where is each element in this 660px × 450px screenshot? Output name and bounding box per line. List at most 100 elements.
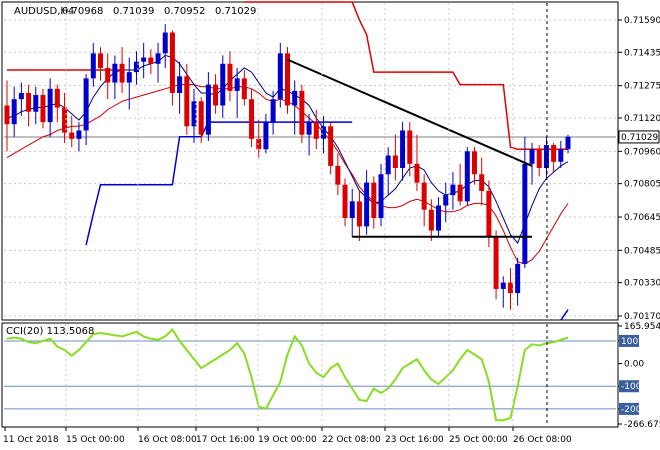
trendline xyxy=(287,58,533,167)
price-grid xyxy=(4,19,616,317)
candle-body xyxy=(277,53,283,100)
candle-body xyxy=(105,67,111,83)
candle-body xyxy=(479,174,485,191)
ohlc-open: 0.70968 xyxy=(62,6,103,17)
candle-body xyxy=(292,90,298,106)
candle-body xyxy=(522,163,528,264)
candle-body xyxy=(558,149,564,162)
candle-body xyxy=(4,105,10,125)
cci-tick-label: -200 xyxy=(621,405,642,415)
last-price-label: 0.71029 xyxy=(621,133,658,143)
candle-body xyxy=(565,136,571,150)
candle-body xyxy=(371,182,377,219)
cci-series-line xyxy=(6,328,569,422)
candle-body xyxy=(169,32,175,93)
cci-title: CCI(20) 113.5068 xyxy=(6,326,94,337)
cci-level-box xyxy=(619,380,639,393)
candle-body xyxy=(184,76,190,127)
price-tick-label: 0.70960 xyxy=(624,147,660,157)
chart-title: AUDUSD,H4 xyxy=(14,6,74,17)
candle-body xyxy=(443,195,449,206)
candle-body xyxy=(241,78,247,100)
candle-body xyxy=(47,88,53,123)
candle-body xyxy=(90,53,96,79)
candle-body xyxy=(76,130,82,139)
price-axis: 0.71590 0.71435 0.71275 0.71120 0.70960 0.708… xyxy=(618,16,660,322)
candle-body xyxy=(205,84,211,135)
candle-body xyxy=(62,107,68,133)
candle-body xyxy=(148,57,154,64)
candle-body xyxy=(177,76,183,93)
price-tick-label: 0.70805 xyxy=(624,180,660,190)
cci-panel: 165.9549 100 0.00 -100 -200 -266.6752 CCI(20)… xyxy=(1,322,660,430)
candle-body xyxy=(551,145,557,162)
candle-body xyxy=(313,122,319,139)
candle-body xyxy=(450,184,456,196)
candle-body xyxy=(220,63,226,106)
candle-body xyxy=(191,101,197,127)
time-tick-label: 25 Oct 00:00 xyxy=(449,435,508,445)
candle-body xyxy=(400,130,406,168)
cci-tick-label: -100 xyxy=(621,382,642,392)
candle-body xyxy=(507,282,513,294)
candle-body xyxy=(198,101,204,135)
candle-body xyxy=(335,165,341,185)
last-price-box xyxy=(618,130,660,144)
cci-tick-label: 100 xyxy=(621,337,638,347)
red-channel-line xyxy=(244,1,568,150)
candle-body xyxy=(33,95,39,112)
candle-body xyxy=(464,151,470,202)
candle-body xyxy=(421,182,427,210)
time-tick-label: 16 Oct 08:00 xyxy=(138,435,197,445)
candle-body xyxy=(227,63,233,91)
candle-body xyxy=(83,78,89,131)
candle-body xyxy=(249,99,255,139)
candle-body xyxy=(213,84,219,106)
price-tick-label: 0.71275 xyxy=(624,82,660,92)
cci-level-box xyxy=(619,402,639,415)
candle-body xyxy=(407,130,413,164)
candle-body xyxy=(428,209,434,231)
candle-body xyxy=(457,184,463,202)
price-tick-label: 0.70645 xyxy=(624,213,660,223)
price-panel-frame xyxy=(1,1,619,321)
price-tick-label: 0.71590 xyxy=(624,16,660,26)
cci-tick-label: 0.00 xyxy=(624,360,644,370)
candle-body xyxy=(26,92,32,112)
blue-channel-line xyxy=(560,309,569,321)
candle-body xyxy=(515,263,521,294)
candle-body xyxy=(529,149,535,164)
candle-body xyxy=(155,53,161,64)
time-tick-label: 15 Oct 00:00 xyxy=(66,435,125,445)
candle-body xyxy=(493,236,499,289)
candle-body xyxy=(414,163,420,183)
candle-body xyxy=(385,155,391,175)
cci-levels xyxy=(4,340,616,410)
candle-body xyxy=(69,132,75,139)
candle-body xyxy=(472,151,477,175)
time-tick-label: 19 Oct 00:00 xyxy=(258,435,317,445)
candle-body xyxy=(234,78,240,91)
candle-body xyxy=(40,95,46,123)
time-tick-label: 23 Oct 16:00 xyxy=(385,435,444,445)
candle-body xyxy=(342,184,348,219)
candle-body xyxy=(54,88,60,108)
candle-body xyxy=(133,61,139,73)
candle-body xyxy=(299,90,305,135)
candle-body xyxy=(162,32,168,54)
candle-body xyxy=(500,282,506,289)
candle-body xyxy=(112,63,118,83)
cci-tick-label: -266.6752 xyxy=(624,420,660,430)
drawn-lines xyxy=(287,58,533,238)
candle-body xyxy=(364,182,370,227)
candle-body xyxy=(536,149,542,168)
candle-body xyxy=(320,126,326,139)
candle-body xyxy=(126,72,132,83)
time-tick-label: 11 Oct 2018 xyxy=(3,435,59,445)
candle-body xyxy=(119,63,125,83)
price-channels xyxy=(7,1,569,321)
price-tick-label: 0.70170 xyxy=(624,312,660,322)
time-tick-label: 26 Oct 08:00 xyxy=(513,435,572,445)
candle-body xyxy=(141,57,147,62)
candle-body xyxy=(356,201,362,227)
